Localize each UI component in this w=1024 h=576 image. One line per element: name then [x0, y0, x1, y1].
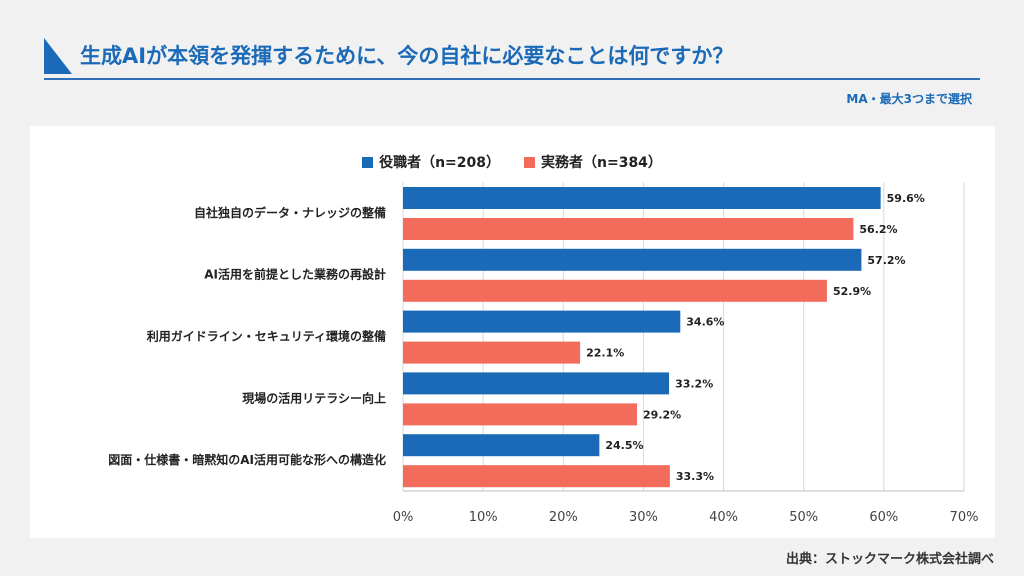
bar-series-1 [403, 248, 862, 271]
bar-series-2 [403, 403, 638, 426]
data-label: 29.2% [643, 408, 681, 421]
title-accent-icon [44, 38, 72, 74]
legend-swatch-series-1 [362, 156, 374, 168]
data-label: 59.6% [887, 192, 925, 205]
x-tick-label: 20% [549, 510, 578, 525]
legend-label-series-1: 役職者（n=208） [379, 155, 500, 171]
legend-item-series-1: 役職者（n=208） [362, 152, 500, 172]
bar-series-2 [403, 465, 670, 488]
bar-series-2 [403, 279, 827, 302]
x-tick-label: 70% [950, 510, 979, 525]
title-bar: 生成AIが本領を発揮するために、今の自社に必要なことは何ですか？ [44, 36, 980, 80]
data-label: 34.6% [686, 316, 724, 329]
data-label: 24.5% [605, 439, 643, 452]
data-label: 56.2% [859, 223, 897, 236]
legend-swatch-series-2 [524, 156, 535, 168]
x-tick-label: 30% [629, 510, 658, 525]
data-label: 57.2% [867, 254, 905, 267]
x-tick-label: 40% [709, 510, 738, 525]
category-label: AI活用を前提とした業務の再設計 [204, 267, 386, 282]
data-label: 33.3% [676, 470, 714, 483]
x-tick-label: 0% [393, 510, 414, 525]
bar-series-1 [403, 187, 881, 209]
chart-legend: 役職者（n=208） 実務者（n=384） [0, 152, 1024, 172]
bar-series-1 [403, 310, 681, 333]
category-label: 図面・仕様書・暗黙知のAI活用可能な形への構造化 [108, 452, 386, 467]
x-tick-label: 60% [869, 510, 898, 525]
legend-item-series-2: 実務者（n=384） [524, 152, 662, 172]
data-label: 52.9% [833, 285, 871, 298]
page-title: 生成AIが本領を発揮するために、今の自社に必要なことは何ですか？ [80, 44, 734, 68]
category-label: 利用ガイドライン・セキュリティ環境の整備 [147, 329, 386, 344]
category-label: 現場の活用リテラシー向上 [242, 390, 386, 405]
bar-series-2 [403, 218, 854, 240]
bar-series-1 [403, 434, 600, 457]
x-tick-label: 50% [789, 510, 818, 525]
x-tick-label: 10% [469, 510, 498, 525]
data-label: 22.1% [586, 347, 624, 360]
legend-label-series-2: 実務者（n=384） [541, 155, 662, 171]
category-label: 自社独自のデータ・ナレッジの整備 [194, 205, 386, 220]
bar-series-2 [403, 341, 581, 364]
source-note: 出典：ストックマーク株式会社調べ [785, 552, 994, 567]
data-label: 33.2% [675, 377, 713, 390]
answer-format-note: MA・最大3つまで選択 [846, 92, 972, 106]
bar-series-1 [403, 372, 670, 395]
